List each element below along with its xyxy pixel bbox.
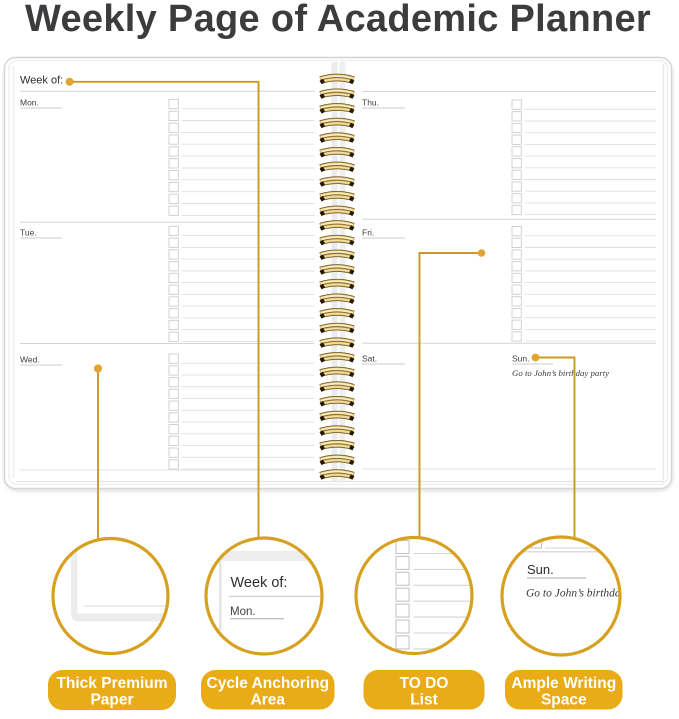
svg-text:Fri.: Fri. [362,228,374,238]
svg-text:Week of:: Week of: [20,75,63,87]
svg-text:Space: Space [541,692,587,709]
svg-text:Weekly Page of Academic Planne: Weekly Page of Academic Planner [25,0,651,40]
svg-text:Area: Area [251,692,286,709]
svg-text:Mon.: Mon. [20,98,39,108]
svg-text:Sun.: Sun. [512,354,530,364]
svg-text:Sat.: Sat. [362,354,377,364]
svg-text:TO DO: TO DO [400,675,449,692]
svg-text:Sun.: Sun. [527,562,554,577]
svg-text:Tue.: Tue. [20,228,37,238]
svg-text:Mon.: Mon. [230,606,256,618]
svg-text:Paper: Paper [90,692,133,709]
svg-text:Cycle Anchoring: Cycle Anchoring [207,675,330,692]
svg-text:Ample Writing: Ample Writing [511,675,616,692]
svg-text:Go to John’s birthda: Go to John’s birthda [526,588,621,600]
svg-text:Week of:: Week of: [231,575,288,591]
svg-text:Thu.: Thu. [362,98,379,108]
svg-text:List: List [410,692,438,709]
svg-text:Go to John’s birthday party: Go to John’s birthday party [512,368,609,378]
svg-text:Wed.: Wed. [20,355,40,365]
svg-text:Thick Premium: Thick Premium [56,675,167,692]
